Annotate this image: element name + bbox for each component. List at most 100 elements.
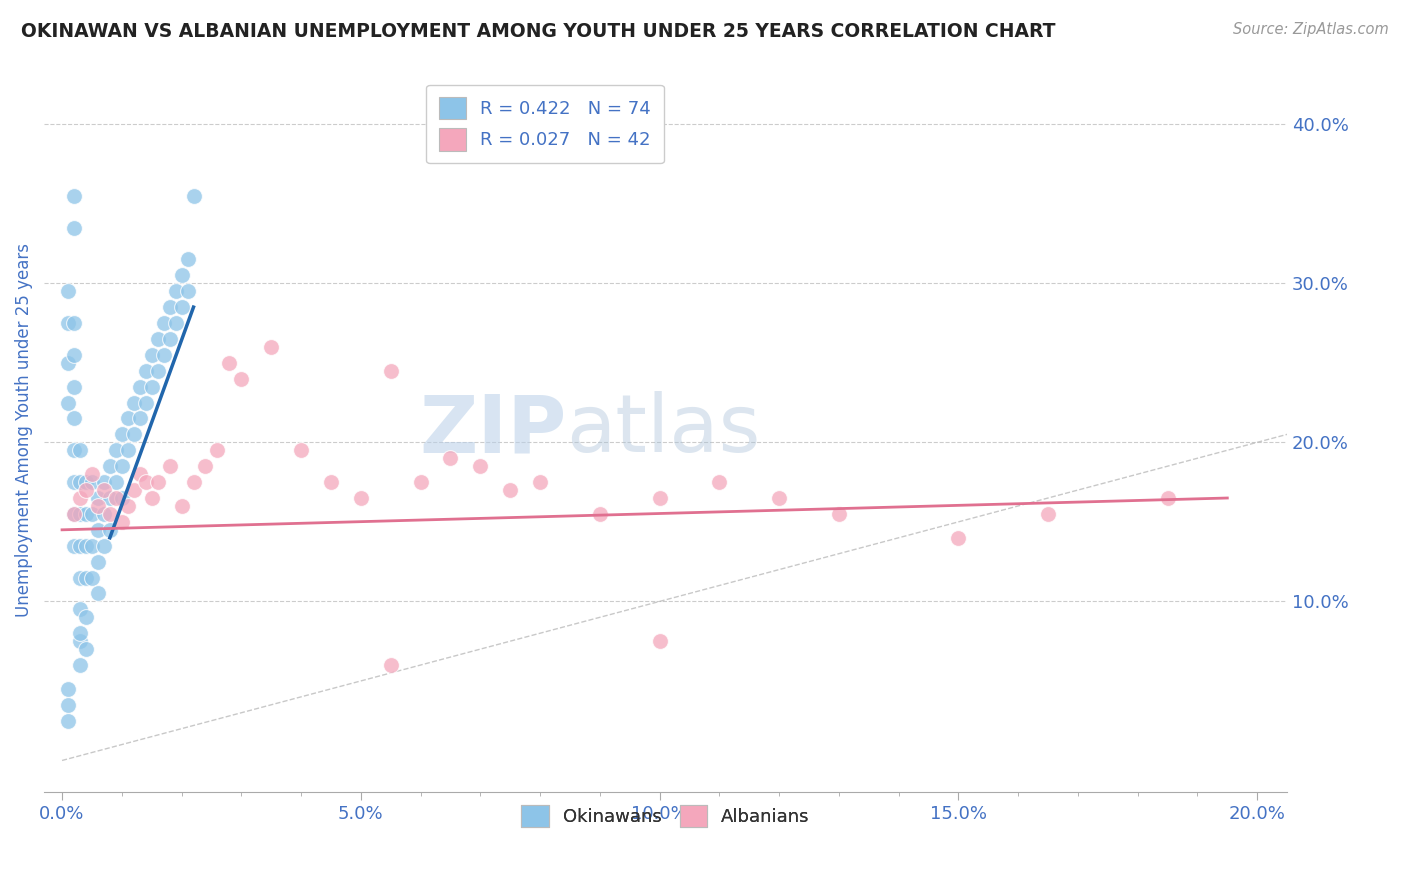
Point — [170, 268, 193, 283]
Point — [117, 499, 139, 513]
Point — [170, 499, 193, 513]
Point — [87, 523, 110, 537]
Point — [63, 316, 86, 330]
Point — [1156, 491, 1178, 505]
Point — [231, 372, 253, 386]
Point — [69, 570, 91, 584]
Point — [69, 658, 91, 673]
Point — [183, 475, 205, 489]
Point — [165, 316, 187, 330]
Point — [80, 467, 103, 482]
Text: Source: ZipAtlas.com: Source: ZipAtlas.com — [1233, 22, 1389, 37]
Point — [63, 475, 86, 489]
Point — [98, 507, 121, 521]
Point — [63, 188, 86, 202]
Point — [146, 364, 169, 378]
Point — [75, 610, 97, 624]
Point — [56, 681, 79, 696]
Point — [104, 491, 127, 505]
Point — [828, 507, 851, 521]
Point — [380, 658, 402, 673]
Point — [80, 475, 103, 489]
Legend: Okinawans, Albanians: Okinawans, Albanians — [515, 797, 817, 834]
Point — [56, 316, 79, 330]
Point — [75, 539, 97, 553]
Point — [260, 340, 283, 354]
Point — [75, 570, 97, 584]
Point — [63, 507, 86, 521]
Point — [63, 379, 86, 393]
Point — [194, 459, 217, 474]
Point — [117, 443, 139, 458]
Point — [648, 491, 671, 505]
Text: atlas: atlas — [567, 392, 761, 469]
Point — [98, 523, 121, 537]
Point — [80, 539, 103, 553]
Point — [69, 507, 91, 521]
Point — [75, 483, 97, 497]
Point — [141, 379, 163, 393]
Point — [218, 356, 240, 370]
Point — [87, 499, 110, 513]
Point — [141, 348, 163, 362]
Point — [75, 642, 97, 657]
Point — [69, 443, 91, 458]
Point — [152, 316, 174, 330]
Point — [93, 475, 115, 489]
Point — [56, 698, 79, 712]
Point — [176, 284, 198, 298]
Point — [75, 507, 97, 521]
Point — [409, 475, 432, 489]
Point — [122, 427, 145, 442]
Y-axis label: Unemployment Among Youth under 25 years: Unemployment Among Youth under 25 years — [15, 244, 32, 617]
Point — [128, 467, 150, 482]
Point — [98, 459, 121, 474]
Point — [63, 220, 86, 235]
Point — [63, 411, 86, 425]
Point — [589, 507, 612, 521]
Point — [63, 507, 86, 521]
Point — [80, 570, 103, 584]
Point — [159, 332, 181, 346]
Point — [135, 364, 157, 378]
Point — [56, 284, 79, 298]
Point — [165, 284, 187, 298]
Point — [63, 443, 86, 458]
Point — [98, 491, 121, 505]
Point — [75, 475, 97, 489]
Point — [69, 491, 91, 505]
Point — [111, 427, 134, 442]
Point — [135, 395, 157, 409]
Point — [529, 475, 551, 489]
Point — [146, 475, 169, 489]
Point — [56, 395, 79, 409]
Point — [159, 300, 181, 314]
Point — [319, 475, 342, 489]
Point — [141, 491, 163, 505]
Point — [104, 443, 127, 458]
Point — [111, 515, 134, 529]
Point — [290, 443, 312, 458]
Point — [122, 483, 145, 497]
Point — [111, 491, 134, 505]
Point — [350, 491, 373, 505]
Point — [69, 626, 91, 640]
Text: OKINAWAN VS ALBANIAN UNEMPLOYMENT AMONG YOUTH UNDER 25 YEARS CORRELATION CHART: OKINAWAN VS ALBANIAN UNEMPLOYMENT AMONG … — [21, 22, 1056, 41]
Point — [87, 491, 110, 505]
Point — [159, 459, 181, 474]
Point — [69, 475, 91, 489]
Point — [122, 395, 145, 409]
Point — [499, 483, 522, 497]
Point — [56, 356, 79, 370]
Point — [69, 634, 91, 648]
Point — [111, 459, 134, 474]
Point — [104, 475, 127, 489]
Point — [135, 475, 157, 489]
Point — [69, 602, 91, 616]
Point — [63, 539, 86, 553]
Point — [709, 475, 731, 489]
Point — [380, 364, 402, 378]
Point — [93, 507, 115, 521]
Point — [170, 300, 193, 314]
Point — [69, 539, 91, 553]
